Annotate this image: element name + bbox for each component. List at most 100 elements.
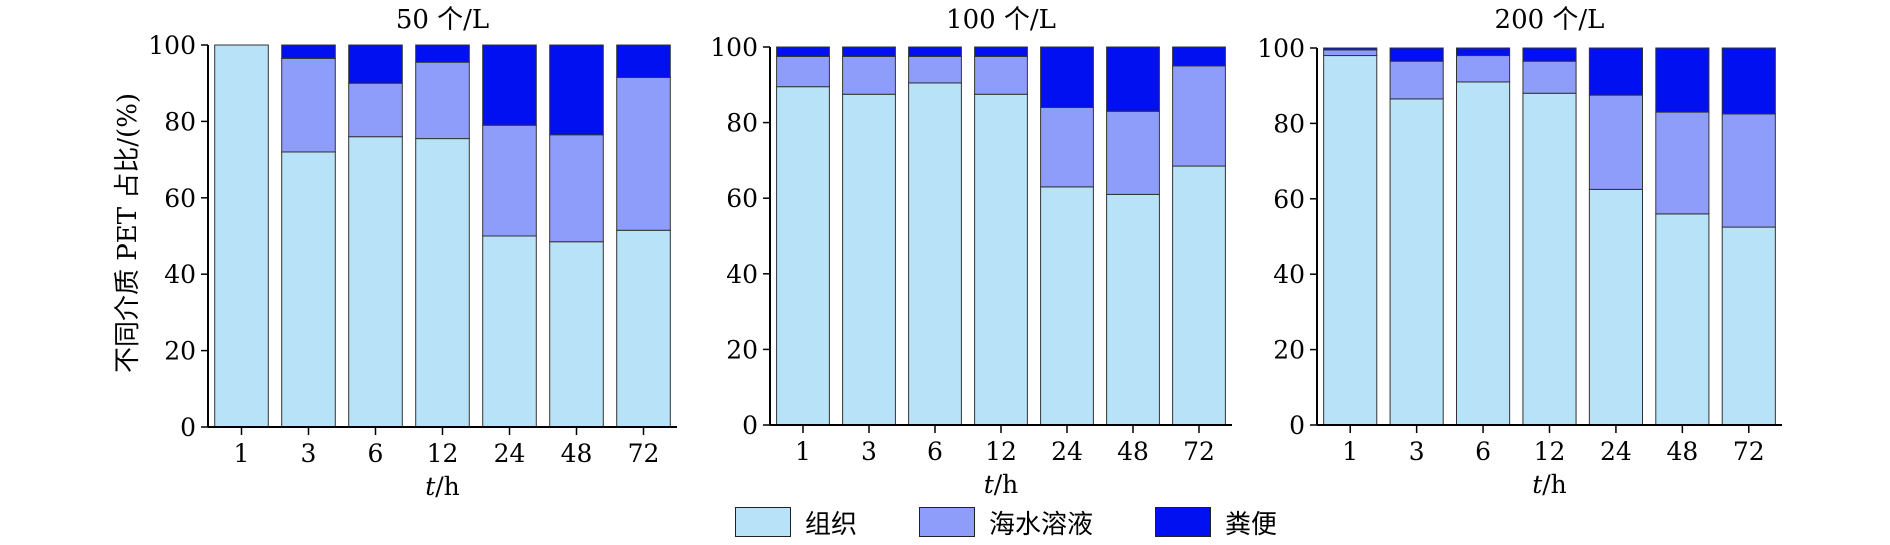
bar-segment-seawater xyxy=(616,76,671,231)
x-tick-label: 12 xyxy=(1534,437,1566,466)
x-axis-label: t/h xyxy=(1532,470,1567,499)
bar-segment-feces xyxy=(1655,47,1710,113)
x-tick-label: 6 xyxy=(1475,437,1491,466)
bar-segment-tissue xyxy=(616,229,671,428)
bar-segment-feces xyxy=(842,46,896,57)
bar-segment-seawater xyxy=(1456,55,1511,83)
bar-segment-feces xyxy=(348,44,403,84)
legend-swatch-tissue xyxy=(735,507,791,537)
bar-segment-feces xyxy=(776,46,830,57)
chart-panel-3: 1 3 6 12 24 48 72 0 20 40 60 80 100 200 个/L t/h xyxy=(1257,5,1782,499)
x-tick-label: 1 xyxy=(1342,437,1358,466)
bar-segment-seawater xyxy=(1389,60,1444,100)
chart-title: 100 个/L xyxy=(946,5,1056,35)
bar-segment-tissue xyxy=(415,138,470,428)
y-tick-label: 100 xyxy=(1257,34,1305,63)
x-tick-label: 72 xyxy=(628,439,660,468)
bar-segment-tissue xyxy=(1040,186,1094,426)
legend-swatch-seawater xyxy=(919,507,976,537)
legend-swatch-feces xyxy=(1155,507,1212,537)
bar-segment-tissue xyxy=(482,235,537,428)
y-tick-label: 100 xyxy=(148,31,196,60)
bar-segment-feces xyxy=(415,44,470,63)
bar-segment-tissue xyxy=(1323,55,1378,426)
chart-title: 200 个/L xyxy=(1495,5,1605,35)
legend-label-tissue: 组织 xyxy=(805,509,858,540)
bar-segment-feces xyxy=(1106,46,1160,112)
bar-segment-seawater xyxy=(1323,49,1378,57)
bar-segment-tissue xyxy=(348,136,403,428)
bar-segment-seawater xyxy=(549,134,604,243)
y-tick-label: 0 xyxy=(180,413,196,442)
legend-item-tissue: 组织 xyxy=(735,504,857,541)
y-tick-label: 80 xyxy=(164,107,196,136)
chart-panel-1: 1 3 6 12 24 48 72 0 20 40 60 80 100 50 个/L t/h xyxy=(148,5,677,501)
x-tick-label: 1 xyxy=(795,437,811,466)
y-tick-label: 80 xyxy=(1273,109,1305,138)
x-tick-label: 3 xyxy=(1409,437,1425,466)
bar-segment-seawater xyxy=(776,55,830,88)
bar-segment-feces xyxy=(616,44,671,78)
y-tick-label: 100 xyxy=(710,33,758,62)
bar-segment-seawater xyxy=(1655,111,1710,215)
x-tick-label: 3 xyxy=(301,439,317,468)
x-tick-label: 6 xyxy=(927,437,943,466)
bar-segment-tissue xyxy=(1721,226,1776,426)
x-tick-label: 48 xyxy=(561,439,593,468)
bar-segment-feces xyxy=(1522,47,1577,62)
legend-label-seawater: 海水溶液 xyxy=(989,509,1094,540)
x-tick-label: 6 xyxy=(368,439,384,468)
bar-segment-feces xyxy=(1040,46,1094,108)
bar-segment-feces xyxy=(281,44,336,59)
y-tick-label: 40 xyxy=(164,260,196,289)
y-tick-label: 80 xyxy=(726,109,758,138)
bar-segment-tissue xyxy=(1106,193,1160,426)
x-tick-label: 72 xyxy=(1733,437,1765,466)
y-tick-label: 20 xyxy=(726,335,758,364)
bar-segment-seawater xyxy=(415,61,470,140)
bar-segment-seawater xyxy=(908,55,962,84)
x-tick-label: 72 xyxy=(1183,437,1215,466)
bar-segment-seawater xyxy=(842,55,896,95)
bar-segment-tissue xyxy=(908,82,962,426)
bar-segment-tissue xyxy=(281,151,336,428)
x-tick-label: 1 xyxy=(234,439,250,468)
legend-item-feces: 粪便 xyxy=(1155,504,1277,541)
bar-segment-tissue xyxy=(1655,213,1710,426)
y-tick-label: 60 xyxy=(1273,185,1305,214)
x-tick-label: 48 xyxy=(1117,437,1149,466)
x-tick-label: 3 xyxy=(861,437,877,466)
x-axis-label: t/h xyxy=(984,470,1019,499)
y-axis-label: 不同介质 PET 占比/(%) xyxy=(113,93,143,373)
chart-title: 50 个/L xyxy=(396,5,489,35)
bar-segment-feces xyxy=(974,46,1028,57)
bar-segment-seawater xyxy=(1172,65,1226,167)
bar-segment-seawater xyxy=(1588,94,1643,190)
chart-panel-2: 1 3 6 12 24 48 72 0 20 40 60 80 100 100 个/L t/h xyxy=(710,5,1232,499)
bar-segment-seawater xyxy=(1040,106,1094,188)
bar-segment-tissue xyxy=(1522,92,1577,426)
bar-segment-feces xyxy=(1456,47,1511,57)
bar-segment-seawater xyxy=(281,57,336,153)
x-tick-label: 24 xyxy=(494,439,526,468)
bar-segment-feces xyxy=(1588,47,1643,96)
y-tick-label: 60 xyxy=(726,184,758,213)
x-tick-label: 12 xyxy=(427,439,459,468)
legend: 组织 海水溶液 粪便 xyxy=(735,504,1277,541)
legend-item-seawater: 海水溶液 xyxy=(919,504,1093,541)
bar-segment-feces xyxy=(482,44,537,126)
x-tick-label: 12 xyxy=(985,437,1017,466)
bar-segment-feces xyxy=(1323,47,1378,51)
bar-segment-seawater xyxy=(1106,110,1160,195)
bar-segment-tissue xyxy=(776,86,830,426)
x-tick-label: 24 xyxy=(1051,437,1083,466)
y-tick-label: 60 xyxy=(164,184,196,213)
y-tick-label: 40 xyxy=(1273,260,1305,289)
y-tick-label: 0 xyxy=(1289,411,1305,440)
bar-segment-feces xyxy=(908,46,962,57)
bar-segment-seawater xyxy=(1721,113,1776,228)
bar-segment-tissue xyxy=(1389,98,1444,426)
bar-segment-feces xyxy=(1389,47,1444,62)
